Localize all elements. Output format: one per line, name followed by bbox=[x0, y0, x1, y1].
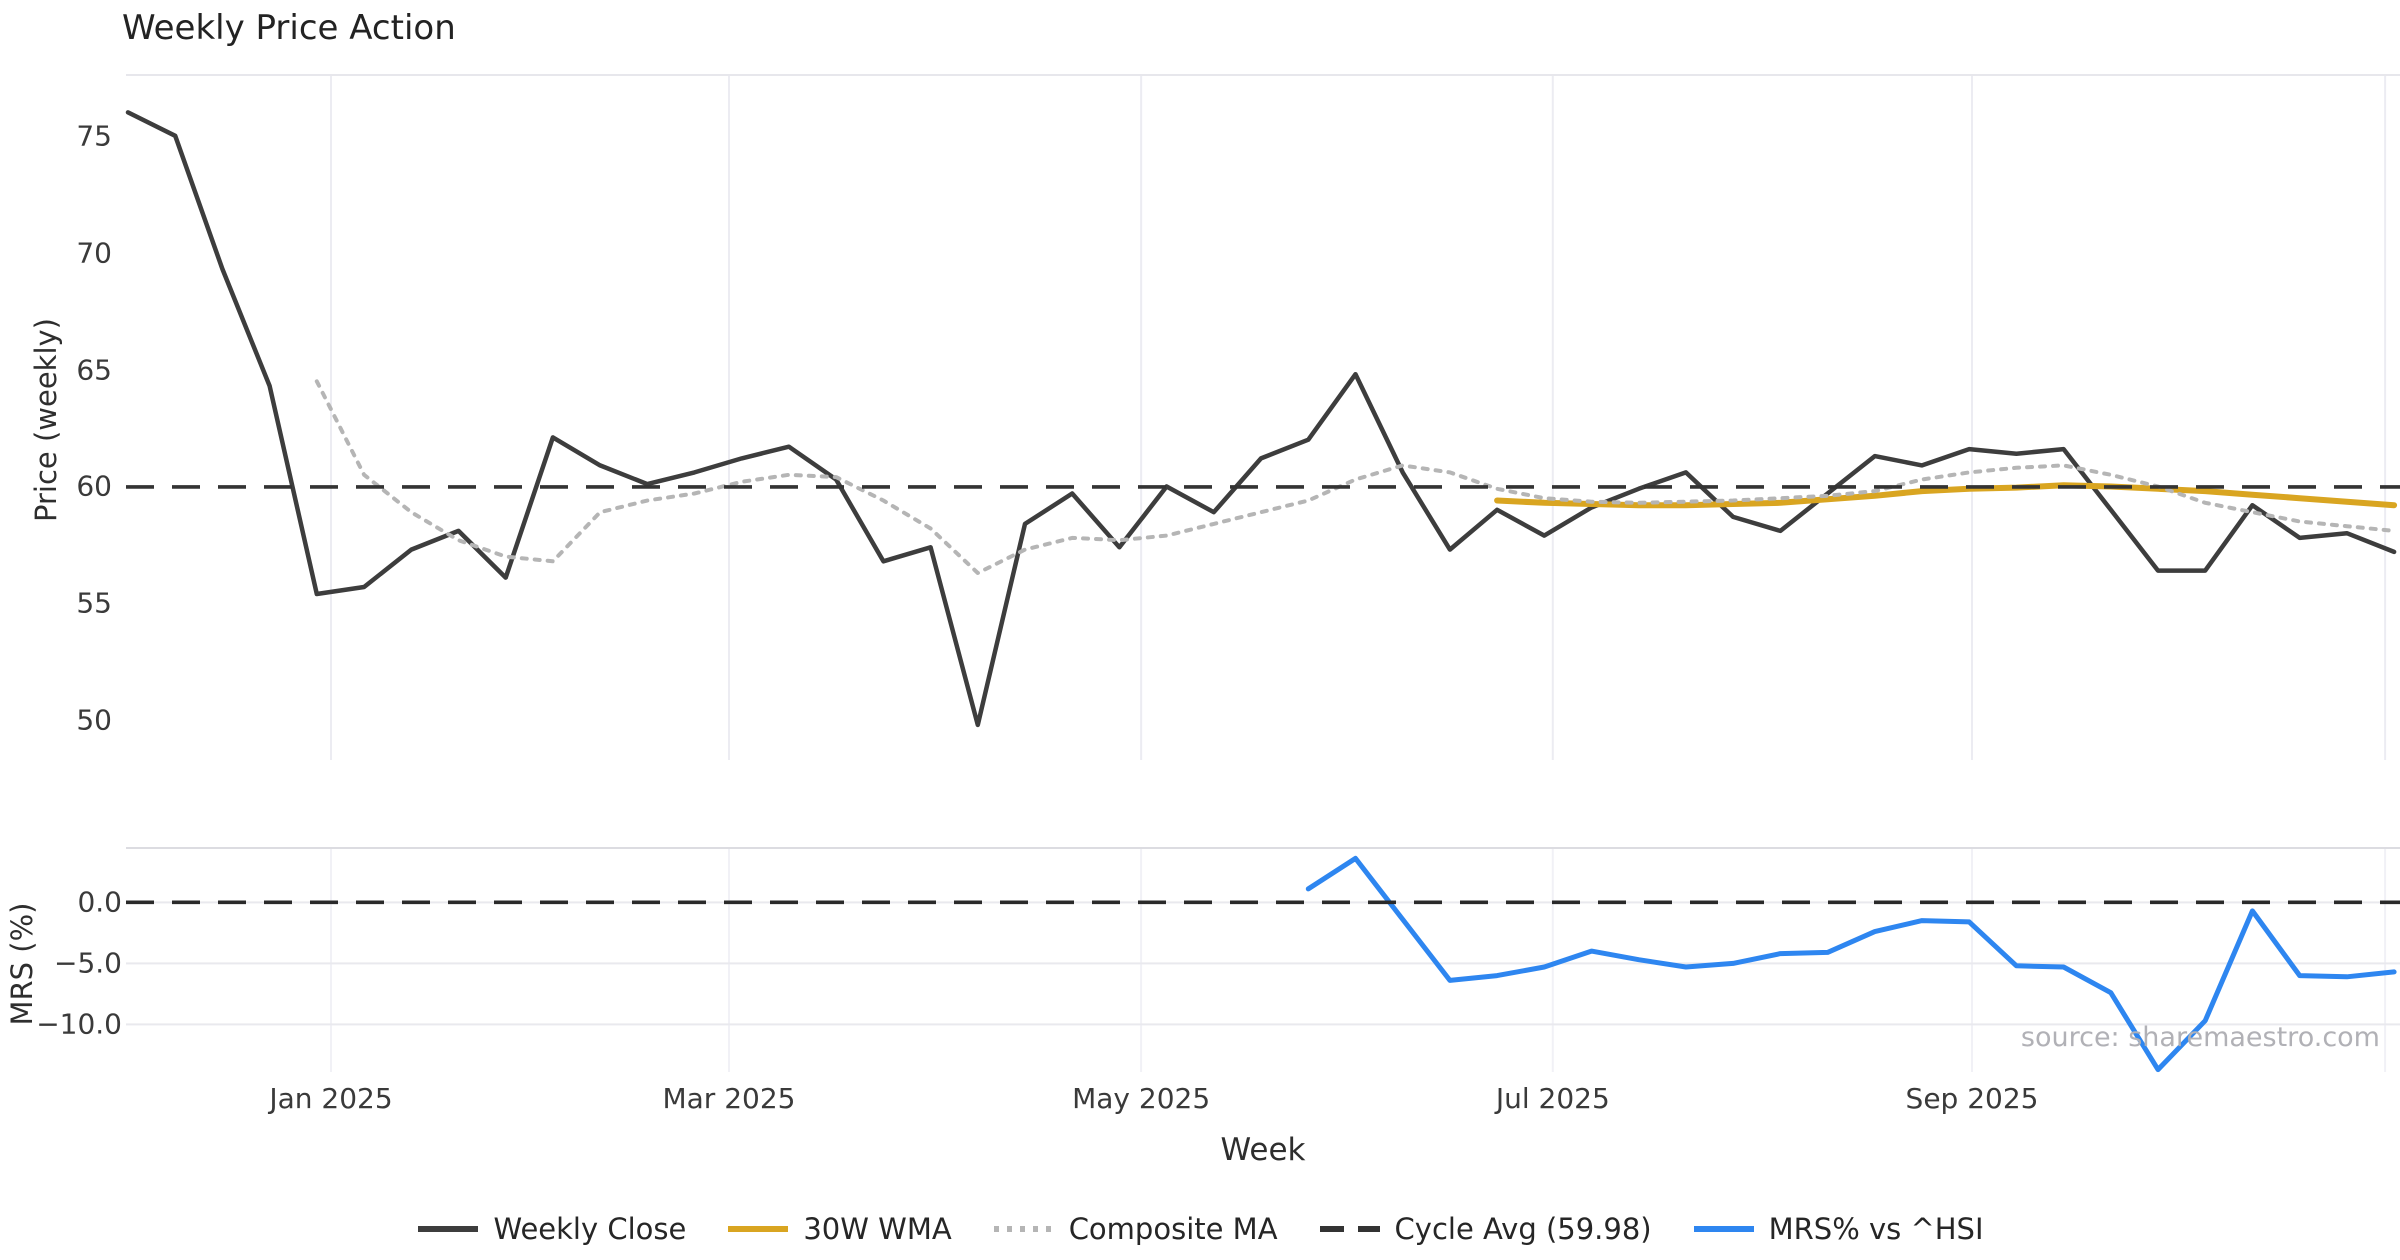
series-30w-wma bbox=[1494, 482, 2398, 509]
x-tick: May 2025 bbox=[1072, 1082, 1211, 1115]
mrs-ytick: 0.0 bbox=[77, 885, 122, 919]
mrs-ytick: −10.0 bbox=[36, 1007, 122, 1041]
legend-item: 30W WMA bbox=[726, 1212, 952, 1246]
price-ytick: 50 bbox=[76, 703, 112, 737]
legend-swatch-solid bbox=[1693, 1226, 1754, 1232]
legend-item: Weekly Close bbox=[416, 1212, 686, 1246]
chart-title: Weekly Price Action bbox=[122, 8, 456, 48]
legend-label: MRS% vs ^HSI bbox=[1768, 1212, 1984, 1246]
legend-item: Cycle Avg (59.98) bbox=[1318, 1212, 1652, 1246]
panel-spines bbox=[126, 74, 2400, 849]
legend-label: Composite MA bbox=[1068, 1212, 1278, 1246]
series-weekly-close bbox=[125, 110, 2397, 728]
price-ytick: 65 bbox=[76, 353, 112, 387]
x-tick: Jul 2025 bbox=[1495, 1082, 1610, 1115]
x-tick: Mar 2025 bbox=[662, 1082, 796, 1115]
legend-label: 30W WMA bbox=[803, 1212, 952, 1246]
x-axis-label: Week bbox=[1220, 1132, 1306, 1168]
gridlines bbox=[126, 75, 2400, 1072]
price-ytick: 75 bbox=[76, 119, 112, 153]
mrs-ytick: −5.0 bbox=[54, 946, 122, 980]
price-ytick: 55 bbox=[76, 586, 112, 620]
price-ytick: 60 bbox=[76, 469, 112, 503]
legend-item: Composite MA bbox=[992, 1212, 1278, 1246]
x-tick: Jan 2025 bbox=[269, 1082, 393, 1115]
legend-swatch-solid bbox=[418, 1226, 479, 1232]
legend-swatch-solid bbox=[728, 1226, 789, 1232]
series-lines bbox=[125, 110, 2400, 1073]
legend-item: MRS% vs ^HSI bbox=[1692, 1212, 1984, 1246]
legend: Weekly Close 30W WMA Composite MA Cycle Avg… bbox=[0, 1212, 2400, 1246]
legend-swatch-dashed bbox=[1319, 1226, 1380, 1232]
price-ytick: 70 bbox=[76, 236, 112, 270]
legend-swatch-dotted bbox=[993, 1226, 1054, 1232]
source-watermark: source: sharemaestro.com bbox=[2020, 1022, 2380, 1053]
series-mrs-vs-hsi bbox=[1305, 855, 2397, 1073]
x-tick: Sep 2025 bbox=[1905, 1082, 2039, 1115]
legend-label: Weekly Close bbox=[493, 1212, 687, 1246]
legend-label: Cycle Avg (59.98) bbox=[1394, 1212, 1652, 1246]
